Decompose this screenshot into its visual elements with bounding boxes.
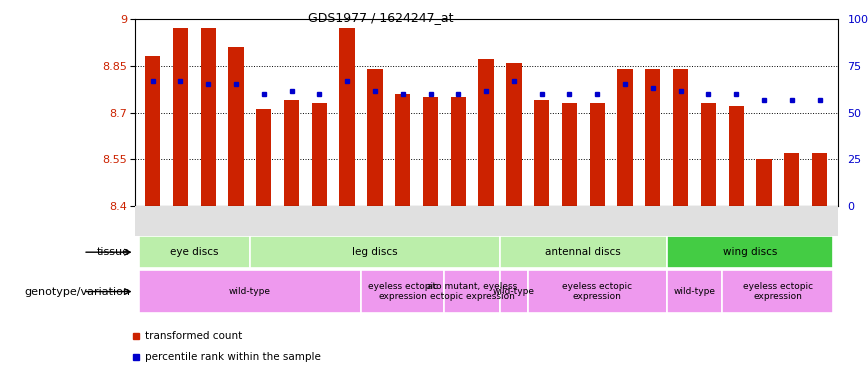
Bar (784, 153, 799, 206)
Bar (617, 69, 633, 206)
Text: leg discs: leg discs (352, 247, 398, 257)
Text: tissue: tissue (97, 247, 130, 257)
Bar (528, 270, 667, 313)
Text: GDS1977 / 1624247_at: GDS1977 / 1624247_at (308, 11, 453, 24)
Text: eyeless ectopic
expression: eyeless ectopic expression (743, 282, 813, 301)
Text: transformed count: transformed count (145, 331, 242, 341)
Bar (700, 103, 716, 206)
Bar (201, 28, 216, 206)
Bar (645, 69, 661, 206)
Bar (444, 270, 500, 313)
Bar (812, 153, 827, 206)
Bar (139, 236, 250, 268)
Bar (367, 69, 383, 206)
Text: eyeless ectopic
expression: eyeless ectopic expression (562, 282, 632, 301)
Bar (145, 56, 161, 206)
Text: ato mutant, eyeless
ectopic expression: ato mutant, eyeless ectopic expression (427, 282, 517, 301)
Text: antennal discs: antennal discs (545, 247, 621, 257)
Bar (673, 69, 688, 206)
Bar (756, 159, 772, 206)
Bar (361, 270, 444, 313)
Bar (256, 110, 272, 206)
Bar (312, 103, 327, 206)
Bar (667, 236, 833, 268)
Bar (478, 59, 494, 206)
Bar (728, 106, 744, 206)
Text: wild-type: wild-type (493, 287, 535, 296)
Text: eyeless ectopic
expression: eyeless ectopic expression (368, 282, 437, 301)
Bar (173, 28, 188, 206)
Bar (395, 94, 411, 206)
Bar (500, 236, 667, 268)
Bar (667, 270, 722, 313)
Bar (339, 28, 355, 206)
Bar (500, 270, 528, 313)
Text: percentile rank within the sample: percentile rank within the sample (145, 352, 321, 362)
Text: wild-type: wild-type (229, 287, 271, 296)
Bar (284, 100, 299, 206)
Bar (534, 100, 549, 206)
Bar (423, 97, 438, 206)
Bar (562, 103, 577, 206)
Text: genotype/variation: genotype/variation (24, 286, 130, 297)
Bar (506, 63, 522, 206)
Bar (228, 47, 244, 206)
Bar (450, 97, 466, 206)
Bar (139, 270, 361, 313)
Text: wing discs: wing discs (723, 247, 777, 257)
Text: eye discs: eye discs (170, 247, 219, 257)
Bar (589, 103, 605, 206)
Bar (250, 236, 500, 268)
Bar (722, 270, 833, 313)
Text: wild-type: wild-type (674, 287, 715, 296)
